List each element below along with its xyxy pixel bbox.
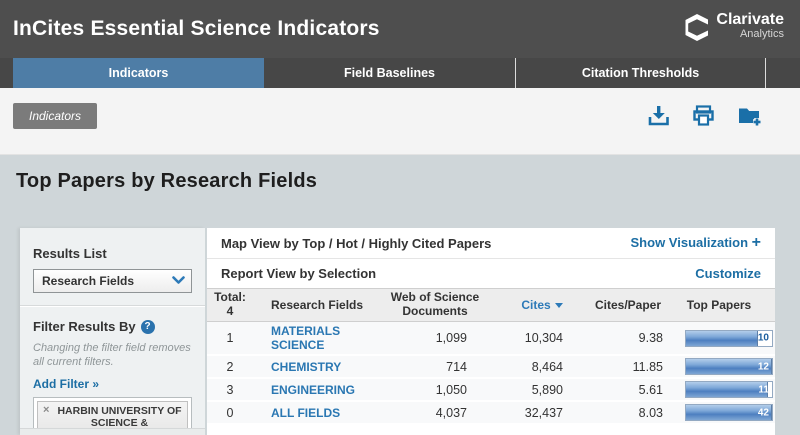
map-view-row: Map View by Top / Hot / Highly Cited Pap… [207, 228, 775, 258]
table-row: 3 ENGINEERING 1,050 5,890 5.61 11 [207, 379, 775, 403]
top-papers-value: 10 [757, 332, 769, 344]
row-rank: 3 [226, 382, 234, 397]
top-papers-value: 42 [757, 407, 769, 419]
customize-link[interactable]: Customize [695, 266, 761, 281]
tab-indicators[interactable]: Indicators [13, 58, 264, 88]
table-row: 2 CHEMISTRY 714 8,464 11.85 12 [207, 356, 775, 380]
breadcrumb-bar: Indicators [0, 88, 800, 155]
row-cites-per-paper: 9.38 [638, 331, 663, 346]
report-view-title: Report View by Selection [221, 266, 377, 281]
row-cites: 10,304 [524, 331, 563, 346]
row-documents: 4,037 [435, 405, 467, 420]
table-row: 1 MATERIALS SCIENCE 1,099 10,304 9.38 10 [207, 322, 775, 357]
app-header: InCites Essential Science Indicators Cla… [0, 0, 800, 58]
top-papers-bar: 10 [685, 329, 773, 347]
field-link-engineering[interactable]: ENGINEERING [271, 382, 356, 397]
folder-add-icon[interactable] [737, 104, 762, 127]
row-rank: 2 [226, 359, 234, 374]
page-title: Top Papers by Research Fields [16, 170, 318, 192]
remove-filter-icon[interactable]: × [43, 403, 50, 416]
report-view-row: Report View by Selection Customize [207, 258, 775, 288]
row-rank: 1 [226, 331, 234, 346]
row-cites-per-paper: 11.85 [632, 359, 663, 374]
row-cites-per-paper: 8.03 [638, 405, 663, 420]
column-wos-documents[interactable]: Web of Science Documents [390, 290, 480, 318]
top-papers-value: 11 [758, 384, 769, 396]
download-icon[interactable] [647, 104, 670, 127]
map-view-title: Map View by Top / Hot / Highly Cited Pap… [221, 235, 492, 251]
main-panel: Map View by Top / Hot / Highly Cited Pap… [207, 228, 775, 435]
main-tabbar: Indicators Field Baselines Citation Thre… [0, 58, 800, 88]
top-papers-bar: 11 [685, 381, 773, 399]
row-documents: 714 [446, 359, 467, 374]
field-link-all-fields[interactable]: ALL FIELDS [271, 405, 341, 420]
row-cites: 32,437 [524, 405, 563, 420]
column-research-fields[interactable]: Research Fields [271, 298, 364, 312]
top-papers-value: 12 [757, 361, 769, 373]
table-header: Total: 4 Research Fields Web of Science … [207, 288, 775, 322]
sort-desc-icon [554, 302, 563, 308]
sidebar: Results List Research Fields Filter Resu… [20, 228, 205, 435]
row-cites-per-paper: 5.61 [638, 382, 663, 397]
results-list-label: Results List [33, 246, 107, 261]
tab-citation-thresholds[interactable]: Citation Thresholds [515, 58, 766, 88]
clarivate-logo-icon [685, 14, 709, 46]
row-documents: 1,050 [435, 382, 467, 397]
results-list-section: Results List Research Fields [20, 228, 205, 306]
row-cites: 8,464 [531, 359, 563, 374]
breadcrumb-indicators[interactable]: Indicators [13, 103, 98, 129]
total-count: Total: 4 [214, 290, 246, 318]
show-visualization-link[interactable]: Show Visualization + [630, 234, 761, 251]
chevron-down-icon [172, 272, 185, 290]
help-icon[interactable]: ? [140, 319, 155, 334]
column-cites-sorted[interactable]: Cites [491, 298, 593, 312]
app-title: InCites Essential Science Indicators [13, 17, 380, 40]
top-papers-bar: 12 [685, 358, 773, 376]
field-link-chemistry[interactable]: CHEMISTRY [271, 359, 342, 374]
plus-icon: + [751, 234, 761, 251]
clarivate-logo: Clarivate Analytics [685, 11, 784, 46]
table-row: 0 ALL FIELDS 4,037 32,437 8.03 42 [207, 402, 775, 426]
results-list-dropdown[interactable]: Research Fields [33, 269, 192, 293]
results-list-selected-value: Research Fields [42, 274, 135, 288]
brand-sub: Analytics [739, 27, 784, 40]
row-cites: 5,890 [531, 382, 563, 397]
top-papers-bar: 42 [685, 404, 773, 422]
tab-field-baselines[interactable]: Field Baselines [343, 66, 435, 80]
column-top-papers[interactable]: Top Papers [686, 298, 752, 312]
sidebar-bottom-section [20, 428, 205, 435]
field-link-materials-science[interactable]: MATERIALS SCIENCE [271, 324, 341, 353]
filter-section: Filter Results By ? Changing the filter … [20, 306, 205, 435]
filter-results-by-label: Filter Results By [33, 319, 136, 334]
column-cites-per-paper[interactable]: Cites/Paper [594, 298, 662, 312]
brand-name: Clarivate [716, 11, 784, 28]
row-documents: 1,099 [435, 331, 467, 346]
print-icon[interactable] [692, 104, 715, 127]
add-filter-link[interactable]: Add Filter » [33, 376, 100, 391]
row-rank: 0 [226, 405, 234, 420]
filter-hint-text: Changing the filter field removes all cu… [33, 342, 191, 369]
